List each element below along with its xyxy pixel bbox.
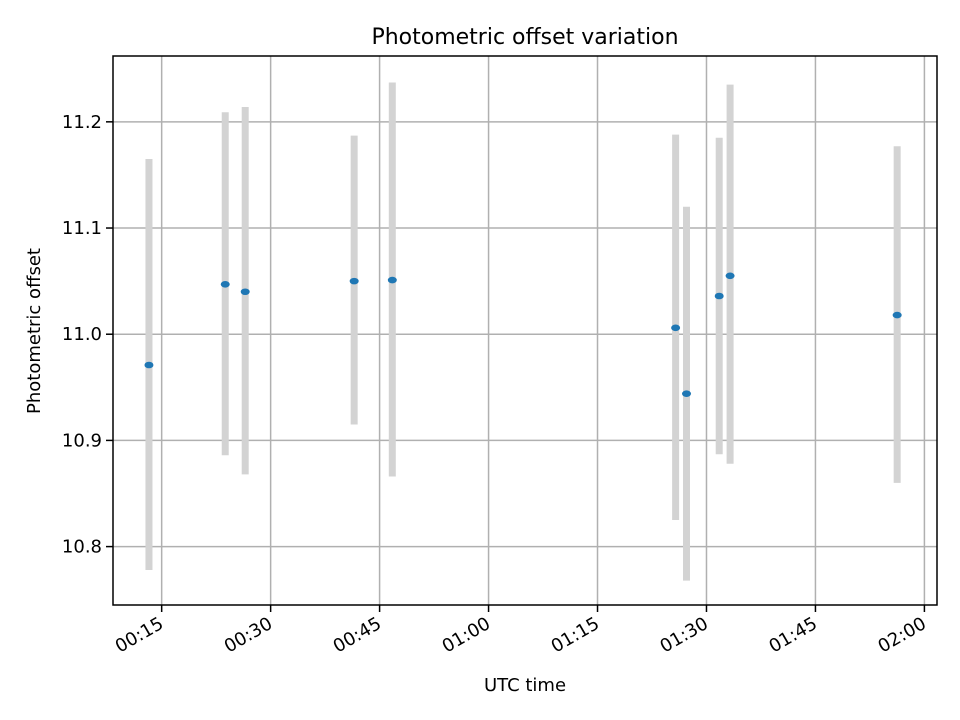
data-point [387, 276, 397, 284]
data-point [671, 324, 681, 332]
y-tick-label: 11.0 [62, 324, 102, 345]
y-tick-label: 11.1 [62, 218, 102, 239]
y-axis: 10.8 10.9 11.0 11.1 11.2 [62, 112, 113, 558]
data-points [144, 272, 902, 397]
y-tick-label: 10.9 [62, 430, 102, 451]
x-axis-label: UTC time [484, 675, 566, 696]
data-point [240, 288, 250, 296]
data-point [349, 277, 359, 285]
data-point [144, 361, 154, 369]
y-axis-label: Photometric offset [24, 248, 45, 414]
data-point [892, 311, 902, 319]
y-tick-label: 11.2 [62, 112, 102, 133]
plot-area-frame [112, 55, 938, 606]
grid-lines [113, 56, 937, 605]
data-point [714, 292, 724, 300]
data-point [220, 281, 230, 288]
y-tick-label: 10.8 [62, 537, 102, 558]
data-point [725, 272, 735, 280]
data-point [682, 390, 692, 397]
chart-title: Photometric offset variation [371, 25, 678, 50]
